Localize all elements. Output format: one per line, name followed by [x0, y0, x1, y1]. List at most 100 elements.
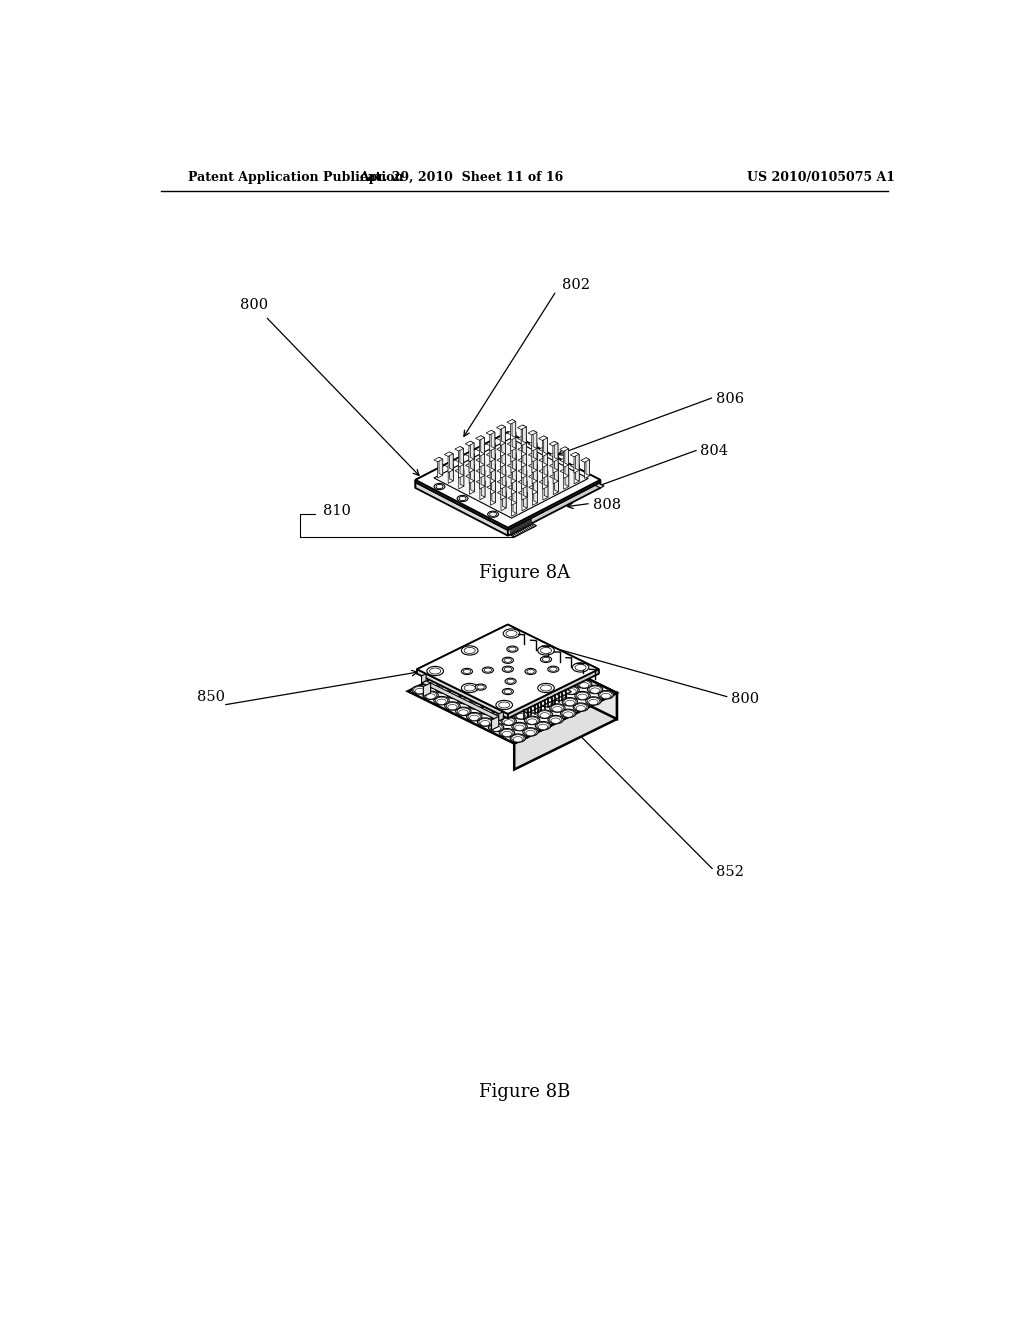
Ellipse shape — [468, 701, 483, 709]
Text: 852: 852 — [716, 865, 743, 879]
Ellipse shape — [461, 685, 473, 692]
Ellipse shape — [524, 717, 540, 725]
Polygon shape — [511, 524, 537, 537]
Ellipse shape — [526, 717, 539, 723]
Ellipse shape — [564, 698, 577, 705]
Ellipse shape — [490, 711, 506, 721]
Polygon shape — [523, 469, 526, 487]
Ellipse shape — [575, 664, 586, 671]
Ellipse shape — [548, 667, 559, 672]
Text: 850: 850 — [198, 690, 225, 705]
Polygon shape — [501, 449, 506, 467]
Polygon shape — [563, 449, 568, 467]
Ellipse shape — [532, 659, 548, 667]
Polygon shape — [417, 624, 508, 673]
Polygon shape — [565, 469, 568, 487]
Polygon shape — [508, 434, 600, 488]
Polygon shape — [560, 469, 568, 473]
Polygon shape — [521, 470, 526, 490]
Polygon shape — [489, 444, 495, 462]
Polygon shape — [508, 669, 599, 718]
Ellipse shape — [415, 688, 424, 694]
Ellipse shape — [484, 684, 497, 690]
Ellipse shape — [586, 697, 601, 705]
Polygon shape — [534, 453, 538, 470]
Polygon shape — [507, 420, 516, 424]
Polygon shape — [416, 480, 508, 529]
Ellipse shape — [524, 729, 537, 735]
Ellipse shape — [512, 722, 527, 731]
Polygon shape — [521, 438, 526, 457]
Polygon shape — [492, 463, 496, 480]
Polygon shape — [517, 425, 526, 429]
Ellipse shape — [511, 673, 520, 678]
Ellipse shape — [462, 668, 472, 675]
Ellipse shape — [472, 677, 487, 686]
Polygon shape — [508, 480, 600, 529]
Ellipse shape — [476, 656, 488, 663]
Ellipse shape — [450, 693, 459, 698]
Polygon shape — [543, 470, 548, 490]
Polygon shape — [498, 490, 506, 495]
Ellipse shape — [547, 667, 556, 672]
Ellipse shape — [577, 680, 592, 688]
Polygon shape — [490, 454, 496, 473]
Polygon shape — [521, 426, 526, 446]
Ellipse shape — [489, 512, 497, 516]
Ellipse shape — [500, 729, 515, 737]
Ellipse shape — [532, 671, 545, 677]
Ellipse shape — [577, 692, 589, 700]
Ellipse shape — [481, 694, 497, 704]
Polygon shape — [531, 444, 537, 462]
Ellipse shape — [527, 705, 540, 713]
Polygon shape — [466, 474, 474, 478]
Polygon shape — [492, 451, 496, 470]
Ellipse shape — [459, 684, 474, 693]
Ellipse shape — [555, 669, 570, 677]
Ellipse shape — [589, 686, 601, 693]
Polygon shape — [508, 482, 600, 536]
Text: 806: 806 — [716, 392, 743, 405]
Ellipse shape — [562, 710, 574, 717]
Polygon shape — [466, 463, 474, 467]
Polygon shape — [434, 457, 442, 462]
Ellipse shape — [565, 686, 578, 694]
Ellipse shape — [434, 697, 450, 705]
Ellipse shape — [504, 667, 512, 671]
Polygon shape — [523, 490, 527, 508]
Ellipse shape — [538, 645, 554, 655]
Ellipse shape — [550, 704, 565, 713]
Polygon shape — [417, 669, 508, 718]
Polygon shape — [455, 457, 464, 462]
Polygon shape — [465, 451, 474, 457]
Polygon shape — [502, 436, 506, 454]
Ellipse shape — [510, 734, 525, 742]
Text: 800: 800 — [731, 692, 759, 706]
Polygon shape — [522, 436, 526, 454]
Polygon shape — [507, 430, 516, 434]
Polygon shape — [501, 492, 506, 511]
Ellipse shape — [503, 731, 512, 737]
Ellipse shape — [464, 675, 473, 681]
Polygon shape — [416, 434, 600, 529]
Polygon shape — [517, 436, 526, 441]
Ellipse shape — [509, 672, 521, 678]
Ellipse shape — [544, 664, 559, 672]
Polygon shape — [459, 449, 464, 467]
Polygon shape — [523, 446, 526, 465]
Polygon shape — [476, 446, 484, 451]
Text: Figure 8B: Figure 8B — [479, 1082, 570, 1101]
Ellipse shape — [499, 702, 510, 708]
Ellipse shape — [543, 657, 550, 661]
Polygon shape — [497, 436, 506, 441]
Ellipse shape — [558, 672, 567, 677]
Ellipse shape — [553, 693, 565, 700]
Ellipse shape — [437, 685, 450, 693]
Polygon shape — [528, 453, 538, 457]
Polygon shape — [586, 458, 590, 475]
Text: Figure 8A: Figure 8A — [479, 564, 570, 582]
Ellipse shape — [553, 681, 568, 689]
Polygon shape — [508, 438, 604, 488]
Ellipse shape — [551, 692, 566, 701]
Ellipse shape — [477, 718, 493, 726]
